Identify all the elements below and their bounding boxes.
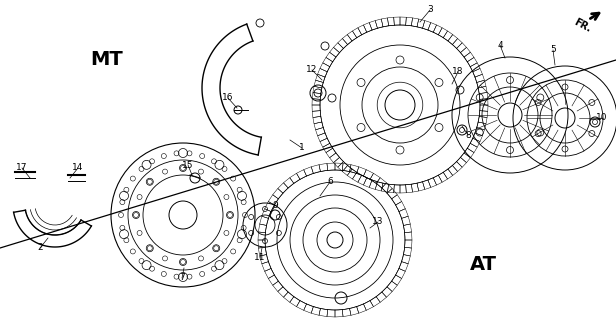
Text: 7: 7 <box>179 274 185 283</box>
Text: 4: 4 <box>497 41 503 50</box>
Text: 9: 9 <box>272 201 278 210</box>
Text: 14: 14 <box>72 164 84 172</box>
Text: 16: 16 <box>222 93 233 102</box>
Text: FR.: FR. <box>572 17 593 35</box>
Text: 18: 18 <box>452 68 464 76</box>
Text: MT: MT <box>90 50 123 69</box>
Text: 8: 8 <box>465 131 471 140</box>
Text: 12: 12 <box>306 66 318 75</box>
Text: 5: 5 <box>550 45 556 54</box>
Text: 15: 15 <box>182 161 194 170</box>
Text: 10: 10 <box>596 114 608 123</box>
Text: 6: 6 <box>327 178 333 187</box>
Text: 17: 17 <box>16 164 28 172</box>
Text: 3: 3 <box>427 5 433 14</box>
Text: AT: AT <box>470 255 497 274</box>
Text: 11: 11 <box>254 253 265 262</box>
Text: 13: 13 <box>372 218 384 227</box>
Text: 1: 1 <box>299 143 305 153</box>
Text: 2: 2 <box>37 244 43 252</box>
